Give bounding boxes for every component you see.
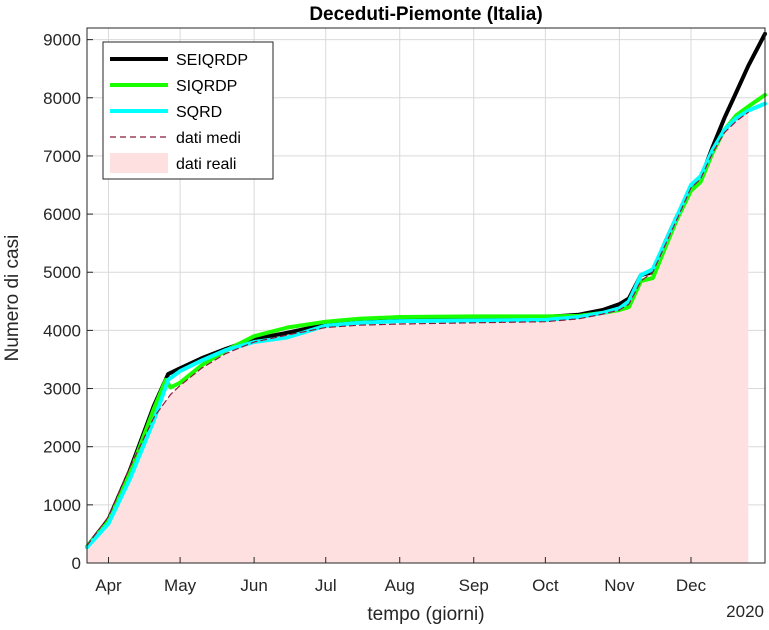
y-tick-label: 0 <box>72 554 81 573</box>
axes-frame <box>86 27 766 564</box>
x-tick-label: Aug <box>385 576 415 595</box>
chart-title: Deceduti-Piemonte (Italia) <box>309 4 542 25</box>
x-tick-label: May <box>164 576 197 595</box>
area-dati-reali <box>87 112 749 564</box>
area-layer <box>87 112 749 564</box>
x-tick-label: Jun <box>240 576 267 595</box>
year-label: 2020 <box>726 602 764 621</box>
legend-label-siqrdp: SIQRDP <box>176 78 237 95</box>
y-axis-label: Numero di casi <box>2 235 23 362</box>
legend-label-dati-reali: dati reali <box>176 156 236 173</box>
legend-swatch-dati-reali <box>110 153 168 173</box>
y-tick-label: 1000 <box>43 496 81 515</box>
legend: SEIQRDP SIQRDP SQRD dati medi dati reali <box>102 41 274 180</box>
y-tick-label: 7000 <box>43 147 81 166</box>
x-tick-label: Apr <box>95 576 122 595</box>
axes <box>86 27 766 564</box>
y-tick-label: 5000 <box>43 263 81 282</box>
legend-label-sqrd: SQRD <box>176 104 222 121</box>
legend-label-seiqrdp: SEIQRDP <box>176 52 248 69</box>
x-tick-label: Dec <box>676 576 707 595</box>
x-tick-label: Jul <box>315 576 337 595</box>
y-tick-label: 2000 <box>43 438 81 457</box>
x-tick-label: Sep <box>459 576 489 595</box>
tick-labels: 0 1000 2000 3000 4000 5000 6000 7000 8000 9000 Apr… <box>43 31 706 595</box>
x-tick-label: Oct <box>532 576 559 595</box>
series-layer <box>85 31 767 550</box>
legend-label-dati-medi: dati medi <box>176 130 241 147</box>
x-tick-label: Nov <box>604 576 635 595</box>
y-tick-label: 9000 <box>43 31 81 50</box>
series-line-dati-medi <box>86 111 749 547</box>
y-tick-label: 6000 <box>43 205 81 224</box>
y-tick-label: 8000 <box>43 89 81 108</box>
x-axis-label: tempo (giorni) <box>367 604 484 625</box>
y-tick-label: 4000 <box>43 321 81 340</box>
legend-entries: SEIQRDP SIQRDP SQRD dati medi dati reali <box>110 52 248 173</box>
y-tick-label: 3000 <box>43 380 81 399</box>
series-line-siqrdp <box>85 92 767 549</box>
series-line-sqrd <box>85 101 767 550</box>
